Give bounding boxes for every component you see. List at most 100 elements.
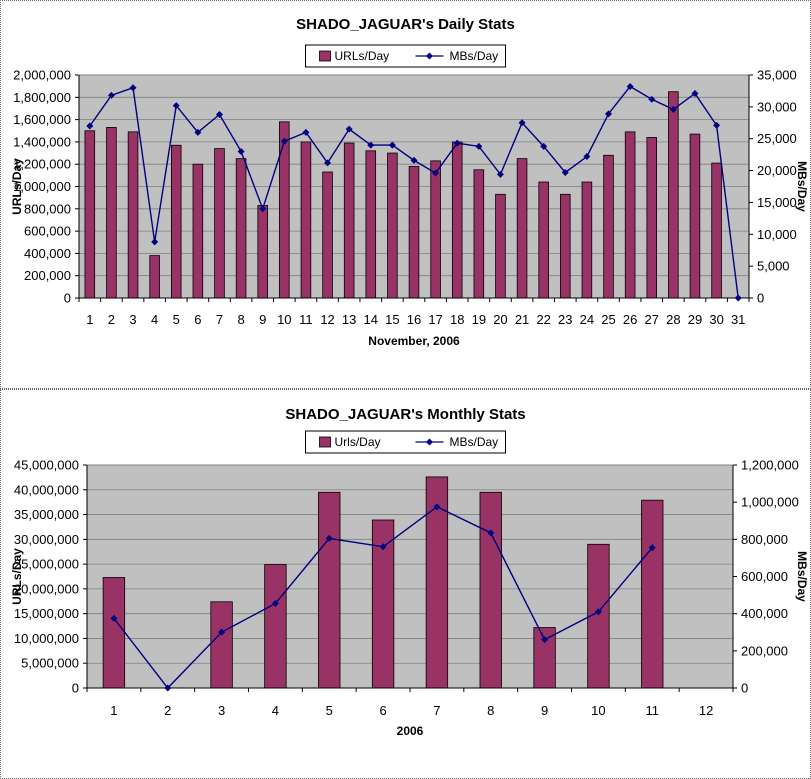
bar	[264, 564, 287, 689]
bar	[300, 141, 312, 299]
data-point	[129, 84, 137, 92]
x-tick-label: 31	[731, 312, 745, 327]
data-point	[325, 534, 333, 542]
y-tick-label: 0	[64, 291, 71, 306]
y2-axis-title: MBs/Day	[795, 551, 809, 602]
y-tick-label: 2,000,000	[13, 68, 71, 83]
x-tick-label: 5	[173, 312, 180, 327]
legend-label-line: MBs/Day	[450, 435, 499, 449]
y-tick-label: 400,000	[24, 246, 71, 261]
legend-bar-swatch	[319, 50, 331, 62]
data-point	[86, 122, 94, 130]
data-point	[259, 205, 267, 213]
data-point	[648, 95, 656, 103]
data-point	[691, 89, 699, 97]
data-point	[669, 105, 677, 113]
bar	[214, 148, 225, 299]
y2-axis-title: MBs/Day	[795, 161, 809, 212]
data-point	[410, 156, 418, 164]
plot-background	[87, 465, 733, 688]
y2-tick-label: 200,000	[741, 643, 788, 658]
bar	[495, 193, 506, 299]
y2-tick-label: 10,000	[757, 227, 797, 242]
y-axis-title: URLs/Day	[10, 158, 24, 215]
bar	[641, 499, 664, 689]
y2-tick-label: 600,000	[741, 569, 788, 584]
x-tick-label: 11	[646, 703, 660, 718]
x-tick-label: 23	[558, 312, 572, 327]
y2-tick-label: 15,000	[757, 195, 797, 210]
daily-stats-chart: SHADO_JAGUAR's Daily Stats URLs/Day MBs/Da…	[10, 16, 809, 348]
data-point	[453, 139, 461, 147]
y2-tick-label: 20,000	[757, 163, 797, 178]
x-axis-title: November, 2006	[368, 334, 460, 348]
data-point	[164, 684, 172, 692]
x-tick-label: 9	[259, 312, 266, 327]
data-point	[237, 147, 245, 155]
bar	[279, 121, 290, 299]
x-tick-label: 9	[541, 703, 548, 718]
data-point	[218, 628, 226, 636]
data-point	[475, 142, 483, 150]
bar	[538, 181, 549, 299]
bar	[473, 169, 485, 299]
data-point	[648, 544, 656, 552]
y-tick-label: 0	[72, 681, 79, 696]
y-tick-label: 35,000,000	[14, 507, 79, 522]
bar	[149, 255, 160, 299]
bar	[322, 171, 333, 299]
data-point	[518, 119, 526, 127]
bar	[343, 142, 355, 299]
y-tick-label: 600,000	[24, 224, 71, 239]
x-tick-label: 13	[342, 312, 356, 327]
y-tick-label: 1,800,000	[13, 90, 71, 105]
bar	[84, 130, 96, 299]
data-point	[583, 153, 591, 161]
data-point	[561, 168, 569, 176]
y2-tick-label: 800,000	[741, 532, 788, 547]
data-point	[487, 529, 495, 537]
y-tick-label: 20,000,000	[14, 581, 79, 596]
data-point	[302, 128, 310, 136]
bar	[257, 205, 268, 299]
legend-line-marker	[426, 52, 433, 60]
data-point	[107, 91, 115, 99]
bar	[318, 491, 341, 689]
x-tick-label: 4	[151, 312, 158, 327]
monthly-stats-chart: SHADO_JAGUAR's Monthly Stats Urls/Day MBs/…	[10, 406, 809, 738]
x-tick-label: 2	[164, 703, 171, 718]
bar	[102, 577, 126, 689]
bar	[603, 154, 614, 299]
legend-box	[305, 44, 506, 68]
y-tick-label: 40,000,000	[14, 482, 79, 497]
data-point	[540, 142, 548, 150]
data-point	[388, 141, 396, 149]
data-point	[433, 503, 441, 511]
data-point	[345, 125, 353, 133]
data-point	[626, 82, 634, 90]
data-point	[379, 543, 387, 551]
data-point	[151, 238, 159, 246]
data-point	[496, 170, 504, 178]
y-tick-label: 15,000,000	[14, 606, 79, 621]
bar	[624, 131, 636, 299]
data-point	[271, 599, 279, 607]
chart-title: SHADO_JAGUAR's Daily Stats	[296, 16, 515, 33]
y-tick-label: 1,400,000	[13, 134, 71, 149]
y2-tick-label: 1,200,000	[741, 458, 799, 473]
x-tick-label: 8	[487, 703, 494, 718]
y2-tick-label: 0	[757, 291, 764, 306]
chart-title: SHADO_JAGUAR's Monthly Stats	[285, 406, 525, 423]
data-point	[541, 636, 549, 644]
x-tick-label: 30	[709, 312, 723, 327]
x-tick-label: 10	[277, 312, 291, 327]
bar	[192, 163, 204, 299]
data-point	[713, 121, 721, 129]
x-tick-label: 3	[129, 312, 136, 327]
x-tick-label: 12	[320, 312, 334, 327]
data-point	[367, 141, 375, 149]
x-tick-label: 17	[428, 312, 442, 327]
x-tick-label: 6	[194, 312, 201, 327]
x-tick-label: 24	[580, 312, 594, 327]
x-tick-label: 28	[666, 312, 680, 327]
